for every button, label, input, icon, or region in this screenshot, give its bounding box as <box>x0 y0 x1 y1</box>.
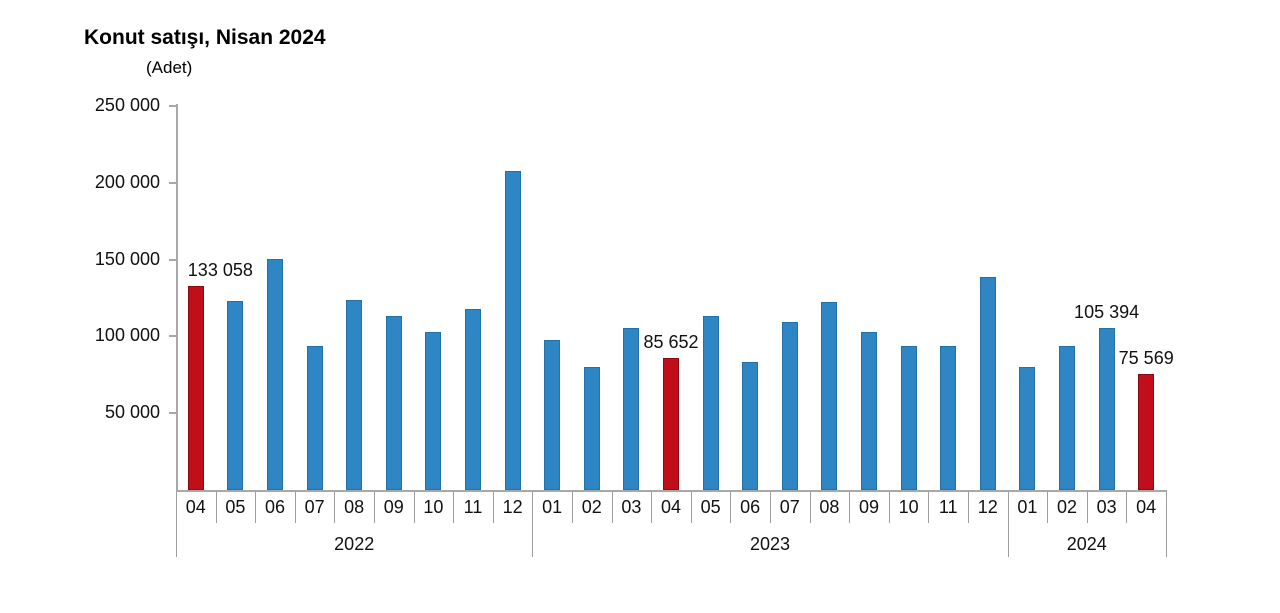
month-label: 11 <box>463 497 483 517</box>
month-separator <box>849 491 851 523</box>
y-axis-tick <box>169 258 176 261</box>
month-label: 10 <box>423 497 444 517</box>
month-separator <box>928 491 930 523</box>
x-axis-line <box>176 490 1167 492</box>
month-label: 08 <box>344 497 365 517</box>
y-axis-label: 250 000 <box>94 95 160 115</box>
month-separator <box>1047 491 1049 523</box>
year-separator <box>532 491 534 557</box>
bar-2022-10 <box>425 332 442 490</box>
bar-2022-05 <box>227 301 244 490</box>
month-separator <box>453 491 455 523</box>
month-label: 12 <box>977 497 998 517</box>
month-separator <box>1086 491 1088 523</box>
month-separator <box>611 491 613 523</box>
month-separator <box>651 491 653 523</box>
month-separator <box>492 491 494 523</box>
bar-value-label: 105 394 <box>1074 302 1140 322</box>
month-separator <box>968 491 969 523</box>
month-label: 01 <box>542 497 563 517</box>
month-label: 04 <box>1136 497 1157 517</box>
bar-2022-12 <box>504 171 521 490</box>
month-separator <box>888 491 890 523</box>
y-axis-tick <box>169 105 176 107</box>
month-separator <box>215 491 217 523</box>
y-axis-tick <box>169 335 176 338</box>
month-label: 03 <box>621 497 642 517</box>
bar-value-label: 133 058 <box>187 260 253 280</box>
y-axis-label: 200 000 <box>94 171 160 192</box>
bar-2022-07 <box>306 346 323 490</box>
y-axis-label: 50 000 <box>104 402 160 423</box>
bar-2023-11 <box>940 346 957 490</box>
bar-value-label: 85 652 <box>643 332 699 352</box>
month-label: 03 <box>1096 497 1117 517</box>
year-separator <box>176 491 177 557</box>
month-separator <box>690 491 692 523</box>
bar-2023-03 <box>623 328 640 490</box>
month-label: 05 <box>700 497 721 517</box>
bar-2024-01 <box>1019 367 1036 490</box>
month-label: 10 <box>898 497 919 517</box>
month-separator <box>730 491 732 523</box>
y-axis-label: 150 000 <box>94 248 160 269</box>
y-axis-tick <box>169 412 176 415</box>
bar-2023-12 <box>979 277 996 490</box>
year-label: 2023 <box>749 534 790 554</box>
month-label: 08 <box>819 497 840 517</box>
bar-2022-04 <box>187 286 204 490</box>
chart-unit-label: (Adet) <box>146 58 193 77</box>
bar-2024-02 <box>1059 346 1075 490</box>
month-separator <box>413 491 415 523</box>
y-axis-tick <box>169 181 176 184</box>
year-label: 2022 <box>334 534 375 554</box>
month-separator <box>294 491 296 523</box>
bar-2023-05 <box>702 316 719 490</box>
bar-2023-06 <box>742 362 759 490</box>
month-label: 02 <box>581 497 602 517</box>
month-separator <box>572 491 573 523</box>
month-separator <box>334 491 336 523</box>
month-label: 04 <box>660 497 681 517</box>
bar-2023-04 <box>663 358 679 490</box>
month-separator <box>374 491 375 523</box>
bar-2023-01 <box>544 340 561 490</box>
month-label: 01 <box>1017 497 1038 517</box>
month-separator <box>1126 491 1128 523</box>
y-axis-label: 100 000 <box>94 325 160 346</box>
year-separator <box>1007 491 1009 557</box>
year-label: 2024 <box>1066 534 1107 554</box>
month-label: 09 <box>383 497 404 517</box>
month-label: 05 <box>225 497 246 517</box>
bar-2022-06 <box>267 259 283 490</box>
bar-2024-04 <box>1138 374 1155 490</box>
y-axis-line <box>176 104 178 490</box>
month-label: 09 <box>858 497 879 517</box>
chart-title: Konut satışı, Nisan 2024 <box>84 26 326 49</box>
bar-2022-09 <box>385 316 402 490</box>
month-separator <box>255 491 257 523</box>
month-label: 04 <box>185 497 206 517</box>
bar-2023-10 <box>900 346 917 490</box>
bar-2023-02 <box>583 367 600 490</box>
year-separator <box>1166 491 1167 557</box>
month-label: 06 <box>740 497 761 517</box>
bar-value-label: 75 569 <box>1118 348 1174 368</box>
bar-2022-08 <box>346 300 363 490</box>
bar-2024-03 <box>1098 328 1115 490</box>
month-separator <box>770 491 771 523</box>
bar-2023-08 <box>821 302 838 490</box>
month-label: 12 <box>502 497 523 517</box>
month-label: 02 <box>1056 497 1077 517</box>
month-separator <box>809 491 811 523</box>
bar-2023-09 <box>861 332 877 490</box>
bar-2023-07 <box>781 322 798 490</box>
month-label: 07 <box>304 497 325 517</box>
month-label: 11 <box>938 497 958 517</box>
month-label: 06 <box>264 497 285 517</box>
bar-2022-11 <box>465 309 481 490</box>
month-label: 07 <box>779 497 800 517</box>
